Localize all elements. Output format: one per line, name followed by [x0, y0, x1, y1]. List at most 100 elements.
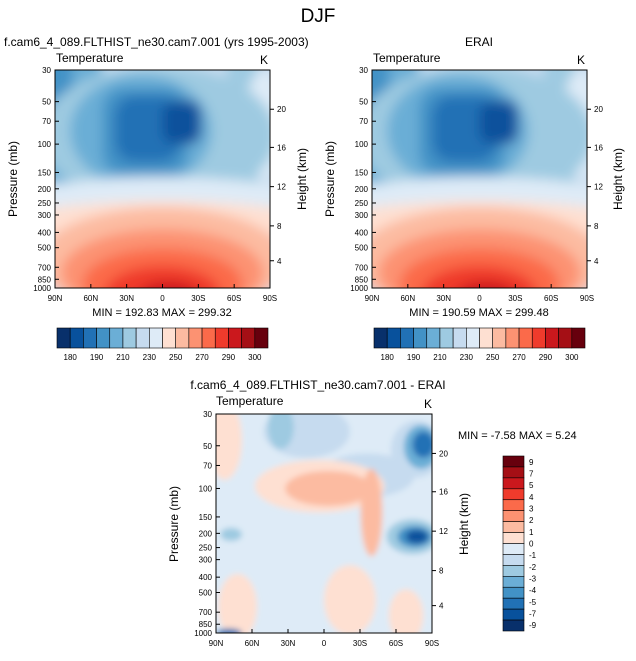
- colorbar-swatch: [545, 327, 559, 349]
- x-tick-label: 60S: [389, 639, 403, 648]
- colorbar-label: 230: [143, 353, 157, 362]
- colorbar-label: 180: [381, 353, 395, 362]
- colorbar-label: -3: [529, 575, 537, 584]
- contour-band: [220, 527, 242, 542]
- x-tick-label: 90N: [365, 294, 380, 303]
- height-tick-label: 8: [277, 222, 282, 231]
- y-tick-label: 850: [199, 620, 213, 629]
- colorbar: 9 7 5 4 3 2 1 0 -1 -2 -3 -4 -5 -7 -9: [502, 455, 537, 632]
- colorbar-swatch: [479, 327, 493, 349]
- x-tick-label: 60S: [227, 294, 241, 303]
- x-tick-label: 30S: [508, 294, 522, 303]
- colorbar-label: 250: [486, 353, 500, 362]
- colorbar-swatch: [228, 327, 242, 349]
- y-axis-label: Pressure (mb): [6, 141, 20, 217]
- colorbar-label: 300: [565, 353, 579, 362]
- y-tick-label: 200: [38, 185, 52, 194]
- height-ticks: 20 16 12 8 4: [587, 105, 603, 266]
- y-tick-label: 100: [355, 140, 369, 149]
- colorbar-swatch: [502, 466, 525, 479]
- colorbar-swatch: [505, 327, 520, 349]
- height-tick-label: 4: [439, 602, 444, 611]
- height-tick-label: 4: [594, 257, 599, 266]
- y-tick-label: 30: [203, 410, 212, 419]
- contour-band: [216, 628, 242, 633]
- colorbar-swatch: [386, 327, 401, 349]
- colorbar-label: -1: [529, 551, 537, 560]
- units-label: K: [260, 53, 268, 67]
- x-tick-label: 90N: [209, 639, 224, 648]
- contour-field: [216, 414, 432, 633]
- y-tick-label: 1000: [350, 284, 368, 293]
- colorbar-label: 230: [460, 353, 474, 362]
- colorbar-swatch: [96, 327, 111, 349]
- contour-layers: [216, 414, 432, 633]
- x-ticks: 90N 60N 30N 0 30S 60S 90S: [209, 629, 439, 648]
- y-tick-label: 150: [355, 168, 369, 177]
- colorbar-swatch: [502, 597, 525, 610]
- colorbar-label: -7: [529, 610, 537, 619]
- contour-band: [324, 565, 376, 633]
- contour-band: [162, 100, 202, 145]
- min-max-text: MIN = 190.59 MAX = 299.48: [409, 307, 548, 319]
- colorbar-swatch: [426, 327, 441, 349]
- y-tick-label: 50: [359, 98, 368, 107]
- field-label: Temperature: [56, 51, 124, 65]
- field-layers: [372, 70, 587, 288]
- height-tick-label: 16: [439, 488, 448, 497]
- height-ticks: 20 16 12 8 4: [270, 105, 286, 266]
- x-tick-label: 0: [477, 294, 482, 303]
- panel-obs: ERAI Temperature K Pressure (mb) Height …: [323, 35, 625, 362]
- y-tick-label: 500: [38, 244, 52, 253]
- colorbar-label: 290: [539, 353, 553, 362]
- colorbar-swatch: [502, 499, 525, 511]
- units-label: K: [424, 397, 432, 411]
- colorbar-label: 250: [169, 353, 183, 362]
- panel-model: f.cam6_4_089.FLTHIST_ne30.cam7.001 (yrs …: [4, 35, 309, 362]
- x-tick-label: 30N: [436, 294, 451, 303]
- colorbar-swatch: [175, 327, 190, 349]
- x-ticks: 90N 60N 30N 0 30S 60S 90S: [48, 284, 277, 303]
- min-max-text: MIN = -7.58 MAX = 5.24: [458, 430, 577, 442]
- colorbar-label: 1: [529, 528, 534, 537]
- y-tick-label: 150: [199, 513, 213, 522]
- y-tick-label: 400: [199, 573, 213, 582]
- contour-field: [372, 70, 587, 288]
- contour-band: [360, 468, 383, 557]
- height-ticks: 20 16 12 8 4: [432, 449, 448, 611]
- y-tick-label: 30: [42, 66, 51, 75]
- field-layers: [55, 70, 270, 288]
- y-tick-label: 250: [355, 199, 369, 208]
- height-tick-label: 8: [439, 567, 444, 576]
- x-tick-label: 0: [322, 639, 327, 648]
- contour-band: [423, 266, 536, 288]
- colorbar-swatch: [241, 327, 256, 349]
- colorbar-swatch: [502, 543, 525, 555]
- contour-band: [143, 281, 195, 288]
- y-tick-label: 300: [355, 211, 369, 220]
- colorbar-label: 190: [407, 353, 421, 362]
- colorbar-swatch: [502, 608, 525, 621]
- colorbar-swatch: [502, 477, 525, 490]
- colorbar-label: 210: [433, 353, 447, 362]
- colorbar: 180 190 210 230 250 270 290 300: [56, 327, 269, 362]
- colorbar-swatch: [502, 510, 525, 522]
- y-tick-label: 70: [359, 117, 368, 126]
- y-tick-label: 850: [355, 275, 369, 284]
- colorbar-swatch: [492, 327, 507, 349]
- colorbar: 180 190 210 230 250 270 290 300: [373, 327, 586, 362]
- colorbar-label: 300: [248, 353, 262, 362]
- colorbar-swatch: [188, 327, 203, 349]
- colorbar-swatch: [149, 327, 163, 349]
- y-tick-label: 500: [355, 244, 369, 253]
- colorbar-swatch: [69, 327, 84, 349]
- x-tick-label: 60N: [400, 294, 415, 303]
- y-tick-label: 700: [355, 263, 369, 272]
- y-tick-label: 30: [359, 66, 368, 75]
- colorbar-label: 4: [529, 493, 534, 502]
- height-tick-label: 12: [277, 183, 286, 192]
- panel-title: f.cam6_4_089.FLTHIST_ne30.cam7.001 - ERA…: [190, 378, 445, 392]
- field-label: Temperature: [216, 394, 284, 408]
